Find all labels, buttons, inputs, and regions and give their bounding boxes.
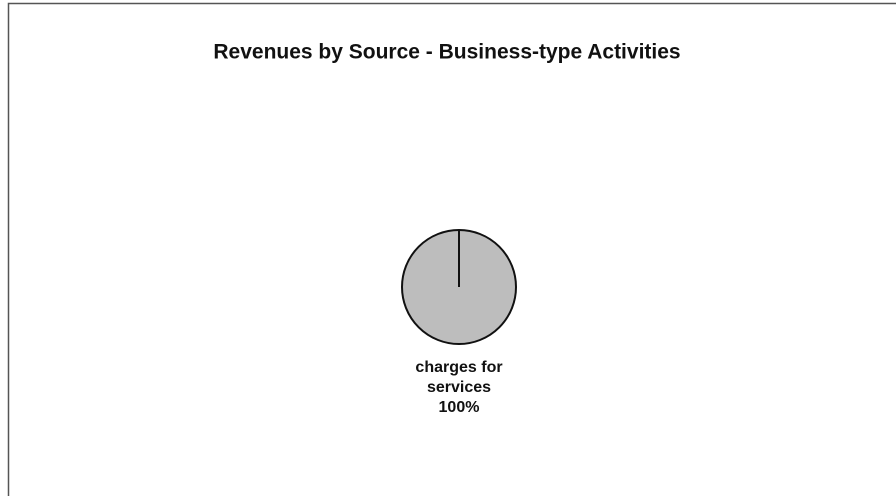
category-label: charges for services (415, 359, 503, 396)
value-label: 100% (438, 399, 480, 416)
chart-title: Revenues by Source - Business-type Activ… (213, 41, 680, 64)
chart-frame (7, 2, 896, 496)
slice-label: charges for services 100% (407, 358, 511, 418)
